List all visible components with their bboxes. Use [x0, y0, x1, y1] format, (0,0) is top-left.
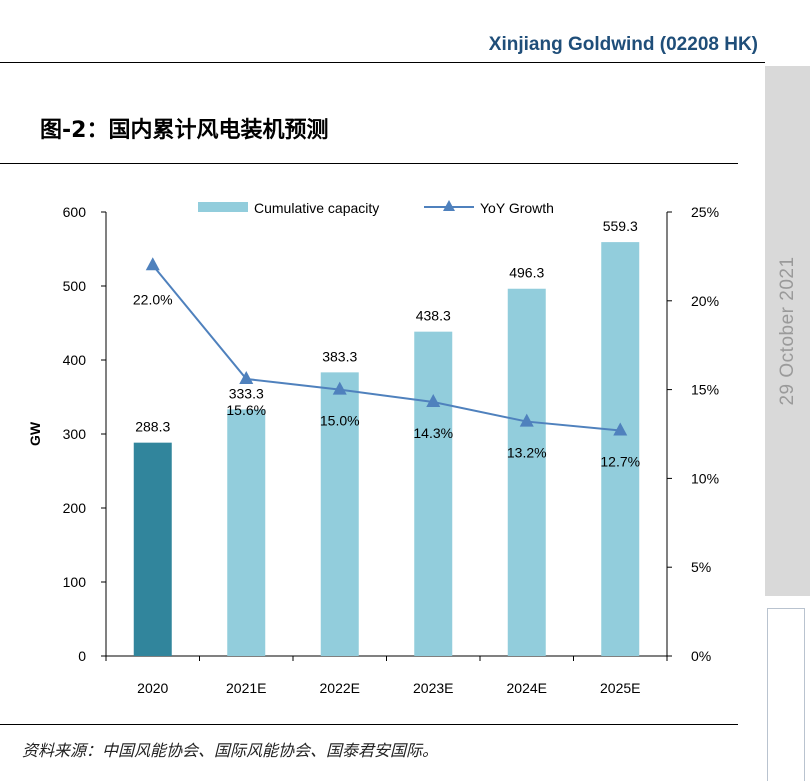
bar-value-label: 438.3	[416, 308, 451, 324]
legend-label-bar: Cumulative capacity	[254, 200, 379, 216]
bar	[507, 288, 546, 656]
bar-series	[133, 242, 640, 657]
y2-tick-label: 5%	[691, 559, 711, 575]
bar-value-label: 559.3	[603, 218, 638, 234]
x-tick-label: 2022E	[320, 680, 360, 696]
bar	[601, 242, 640, 657]
y2-tick-label: 20%	[691, 293, 719, 309]
y2-tick-label: 10%	[691, 470, 719, 486]
header-divider	[0, 62, 765, 63]
bar-value-label: 333.3	[229, 385, 264, 401]
title-divider	[0, 163, 738, 164]
data-labels: 288.3 333.3 383.3 438.3 496.3 559.3 22.0% 15.6%…	[133, 218, 640, 469]
growth-point	[519, 413, 534, 427]
bar-value-label: 383.3	[322, 348, 357, 364]
bar-value-label: 496.3	[509, 265, 544, 281]
growth-point	[426, 394, 441, 408]
company-header: Xinjiang Goldwind (02208 HK)	[488, 34, 758, 55]
sidebar-box	[767, 608, 805, 781]
legend-swatch-bar	[198, 202, 248, 212]
source-divider	[0, 724, 738, 725]
growth-value-label: 15.0%	[320, 413, 360, 429]
x-tick-label: 2021E	[226, 680, 266, 696]
growth-value-label: 12.7%	[600, 453, 640, 469]
figure-title: 图-2：国内累计风电装机预测	[40, 118, 329, 143]
y-tick-label: 400	[63, 352, 87, 368]
y-tick-label: 100	[63, 574, 87, 590]
legend-marker	[443, 200, 455, 211]
sidebar-date-panel: 29 October 2021	[765, 66, 810, 596]
bar	[320, 372, 359, 656]
growth-line	[151, 264, 621, 432]
bar-value-label: 288.3	[135, 419, 170, 435]
x-tick-label: 2023E	[413, 680, 453, 696]
growth-value-label: 15.6%	[226, 402, 266, 418]
x-tick-label: 2025E	[600, 680, 640, 696]
growth-point	[613, 422, 628, 436]
chart-legend: Cumulative capacity YoY Growth	[198, 200, 554, 216]
y-tick-label: 500	[63, 278, 87, 294]
growth-value-label: 22.0%	[133, 291, 173, 307]
y-tick-label: 0	[78, 648, 86, 664]
line-series	[145, 257, 628, 436]
growth-point	[145, 257, 160, 271]
growth-point	[239, 370, 254, 384]
y-tick-label: 600	[63, 204, 87, 220]
y-tick-label: 300	[63, 426, 87, 442]
legend-label-line: YoY Growth	[480, 200, 554, 216]
x-tick-label: 2020	[137, 680, 168, 696]
chart-axes: 0 100 200 300 400 500 600 0% 5% 10% 15% 20% 25% 2020 2…	[27, 204, 719, 696]
growth-value-label: 14.3%	[413, 425, 453, 441]
y2-tick-label: 0%	[691, 648, 711, 664]
x-tick-label: 2024E	[507, 680, 547, 696]
bar	[414, 331, 453, 656]
source-note: 资料来源：中国风能协会、国际风能协会、国泰君安国际。	[22, 741, 439, 760]
bar	[133, 442, 172, 656]
y2-tick-label: 15%	[691, 382, 719, 398]
y2-tick-label: 25%	[691, 204, 719, 220]
y-tick-label: 200	[63, 500, 87, 516]
bar	[227, 409, 266, 656]
y-axis-title: GW	[27, 421, 43, 446]
growth-point	[332, 381, 347, 395]
growth-value-label: 13.2%	[507, 445, 547, 461]
